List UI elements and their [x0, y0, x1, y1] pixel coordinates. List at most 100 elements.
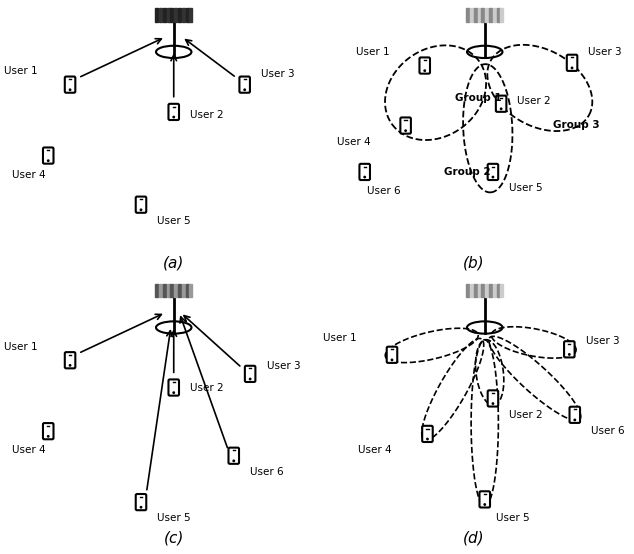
Circle shape: [492, 403, 494, 404]
Circle shape: [140, 209, 142, 211]
Bar: [474, 8, 477, 22]
Bar: [477, 8, 481, 22]
Bar: [500, 284, 503, 297]
Text: Group 3: Group 3: [553, 120, 600, 130]
Bar: [67, 80, 73, 88]
FancyBboxPatch shape: [387, 347, 398, 363]
Text: User 4: User 4: [358, 445, 392, 455]
Bar: [477, 284, 481, 297]
Bar: [186, 284, 188, 297]
Bar: [403, 121, 408, 129]
Bar: [45, 151, 51, 159]
Circle shape: [492, 176, 494, 178]
Text: Group 1: Group 1: [455, 93, 501, 103]
Text: User 6: User 6: [591, 426, 624, 436]
Bar: [481, 8, 484, 22]
Circle shape: [233, 460, 235, 461]
Bar: [174, 8, 177, 22]
Text: User 2: User 2: [517, 96, 551, 106]
Bar: [362, 167, 368, 175]
FancyBboxPatch shape: [400, 117, 411, 134]
Text: User 5: User 5: [509, 183, 543, 193]
FancyBboxPatch shape: [43, 147, 53, 163]
FancyBboxPatch shape: [488, 391, 498, 407]
Circle shape: [424, 70, 425, 71]
Text: Group 2: Group 2: [444, 167, 491, 177]
Bar: [138, 497, 144, 505]
Circle shape: [569, 354, 570, 355]
Bar: [572, 410, 578, 418]
Text: User 3: User 3: [261, 69, 295, 79]
Bar: [498, 99, 504, 107]
FancyBboxPatch shape: [169, 379, 179, 396]
Circle shape: [500, 108, 502, 110]
FancyBboxPatch shape: [245, 366, 256, 382]
Text: User 4: User 4: [12, 445, 46, 455]
Bar: [566, 345, 573, 352]
Circle shape: [69, 365, 71, 366]
Bar: [247, 370, 253, 377]
Bar: [178, 8, 181, 22]
Text: User 1: User 1: [323, 334, 356, 343]
Bar: [182, 284, 184, 297]
FancyBboxPatch shape: [169, 104, 179, 120]
Text: User 3: User 3: [588, 47, 622, 57]
Bar: [171, 107, 177, 115]
FancyBboxPatch shape: [65, 76, 75, 93]
FancyBboxPatch shape: [420, 58, 430, 74]
Text: User 3: User 3: [586, 336, 619, 346]
Bar: [470, 284, 473, 297]
Bar: [155, 8, 158, 22]
Bar: [493, 284, 496, 297]
Text: User 6: User 6: [250, 467, 284, 477]
Bar: [167, 8, 169, 22]
Circle shape: [244, 89, 245, 90]
Circle shape: [574, 419, 576, 420]
Circle shape: [140, 506, 142, 508]
Bar: [490, 394, 496, 402]
Bar: [485, 284, 488, 297]
Circle shape: [571, 67, 573, 69]
Bar: [174, 284, 177, 297]
Bar: [485, 8, 488, 22]
Bar: [489, 284, 492, 297]
Circle shape: [173, 392, 174, 393]
FancyBboxPatch shape: [136, 494, 146, 510]
Bar: [482, 495, 488, 502]
Bar: [163, 8, 165, 22]
Bar: [489, 8, 492, 22]
Text: User 5: User 5: [496, 514, 529, 524]
Bar: [389, 350, 395, 358]
FancyBboxPatch shape: [359, 164, 370, 180]
Circle shape: [391, 359, 392, 361]
Text: User 4: User 4: [337, 137, 370, 147]
Circle shape: [48, 435, 49, 437]
Bar: [496, 284, 500, 297]
Bar: [500, 8, 503, 22]
Text: User 3: User 3: [266, 361, 300, 371]
Text: User 5: User 5: [157, 514, 191, 524]
Text: (d): (d): [463, 531, 484, 546]
Text: User 2: User 2: [190, 382, 224, 393]
Circle shape: [69, 89, 71, 90]
Bar: [490, 167, 496, 175]
Bar: [496, 8, 500, 22]
Circle shape: [405, 130, 406, 131]
Text: User 4: User 4: [12, 170, 46, 179]
Text: User 2: User 2: [509, 410, 543, 420]
Text: User 1: User 1: [4, 66, 37, 76]
FancyBboxPatch shape: [488, 164, 498, 180]
Bar: [171, 8, 173, 22]
Text: (a): (a): [163, 255, 184, 270]
FancyBboxPatch shape: [564, 341, 574, 357]
Bar: [155, 284, 158, 297]
Bar: [171, 383, 177, 391]
Bar: [481, 284, 484, 297]
Bar: [425, 429, 430, 437]
Bar: [138, 200, 144, 208]
FancyBboxPatch shape: [136, 197, 146, 213]
Bar: [167, 284, 169, 297]
Bar: [159, 8, 162, 22]
Bar: [422, 61, 428, 69]
Circle shape: [364, 176, 365, 178]
